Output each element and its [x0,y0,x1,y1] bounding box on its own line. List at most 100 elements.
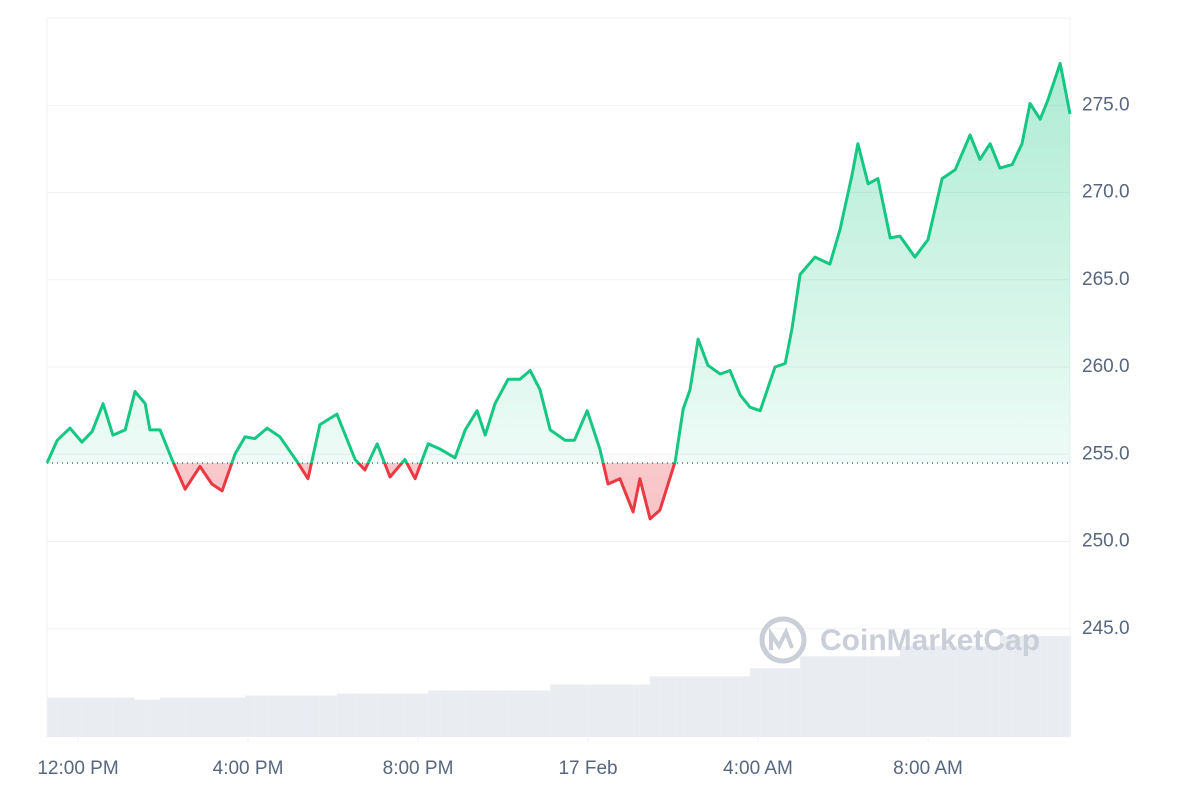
volume-bar [508,690,521,737]
volume-bar [650,676,660,737]
volume-bar [355,693,365,737]
volume-bar [565,684,575,737]
volume-bar [485,690,495,737]
volume-bar [698,676,708,737]
volume-bar [440,690,456,737]
volume-bar [145,699,150,737]
watermark: CoinMarketCap [759,616,1040,664]
area-below [173,463,675,519]
volume-bar [857,656,869,737]
volume-bar [296,695,308,737]
volume-bar [404,693,416,737]
volume-bar [639,684,651,737]
volume-bar [979,646,991,737]
volume-bar [1021,636,1031,737]
volume-bar [868,656,878,737]
volume-bar [92,697,104,737]
y-tick-label: 275.0 [1082,94,1130,115]
volume-bar [520,690,531,737]
volume-bar [134,699,146,737]
volume-bar [1060,636,1070,737]
volume-bar [785,668,793,737]
volume-bar [1030,636,1041,737]
plot [45,61,1072,521]
x-tick-label: 4:00 AM [723,758,793,779]
y-tick-label: 250.0 [1082,531,1130,552]
volume-bar [47,697,58,737]
volume-bar [760,668,776,737]
volume-bar [970,646,980,737]
volume-bar [465,690,478,737]
volume-bar [494,690,509,737]
area-above [47,63,1070,464]
volume-bar [234,697,246,737]
volume-bar [364,693,378,737]
x-tick-label: 8:00 AM [893,758,963,779]
volume-bar [530,690,541,737]
volume-bar [428,690,441,737]
y-tick-label: 270.0 [1082,182,1130,203]
x-tick-label: 4:00 PM [213,758,284,779]
volume-bar [792,668,801,737]
volume-bar [200,697,212,737]
watermark-logo [759,616,807,664]
volume-bar [1012,636,1022,737]
volume-bar [307,695,320,737]
volume-bar [829,656,841,737]
x-tick-label: 17 Feb [558,758,617,779]
volume-bar [211,697,223,737]
watermark-text: CoinMarketCap [820,624,1040,657]
volume-bar [800,656,815,737]
volume-bar [415,693,429,737]
volume-bar [729,676,741,737]
volume-bar [377,693,390,737]
volume-bar [57,697,70,737]
volume-bar [540,690,551,737]
volume-bar [659,676,676,737]
volume-bar [103,697,113,737]
volume-bar [990,646,1000,737]
volume-bar [1047,636,1061,737]
volume-bar [574,684,588,737]
volume-bar [675,676,684,737]
volume-bar [683,676,691,737]
volume-bar [160,697,172,737]
y-tick-label: 260.0 [1082,356,1130,377]
volume-bar [608,684,620,737]
volume-bar [69,697,82,737]
volume-bar [775,668,786,737]
volume-bar [914,646,929,737]
volume-bar [955,646,971,737]
volume-bar [633,684,640,737]
volume-bar [814,656,830,737]
volume-bar [267,695,280,737]
volume-bar [245,695,255,737]
y-tick-label: 265.0 [1082,269,1130,290]
volume-bar [619,684,634,737]
volume-bar [319,695,337,737]
volume-bar [942,646,956,737]
volume-bar [477,690,486,737]
x-tick-label: 8:00 PM [383,758,454,779]
volume-bar [254,695,268,737]
volume-bar [720,676,730,737]
volume-bar [840,656,852,737]
volume-bar [336,693,356,737]
volume-bar [928,646,943,737]
price-line-negative [47,463,677,521]
volume-bar [890,656,900,737]
volume-bar [999,636,1013,737]
volume-bar [279,695,297,737]
volume-bar [550,684,566,737]
y-tick-label: 245.0 [1082,618,1130,639]
price-line [45,61,1072,464]
volume-bar [81,697,93,737]
volume-bar [690,676,699,737]
volume-bar [125,697,135,737]
volume-bar [877,656,891,737]
volume-bar [1040,636,1048,737]
volume-bar [749,668,761,737]
watermark-logo-m [769,627,794,650]
volume-bar [185,697,201,737]
